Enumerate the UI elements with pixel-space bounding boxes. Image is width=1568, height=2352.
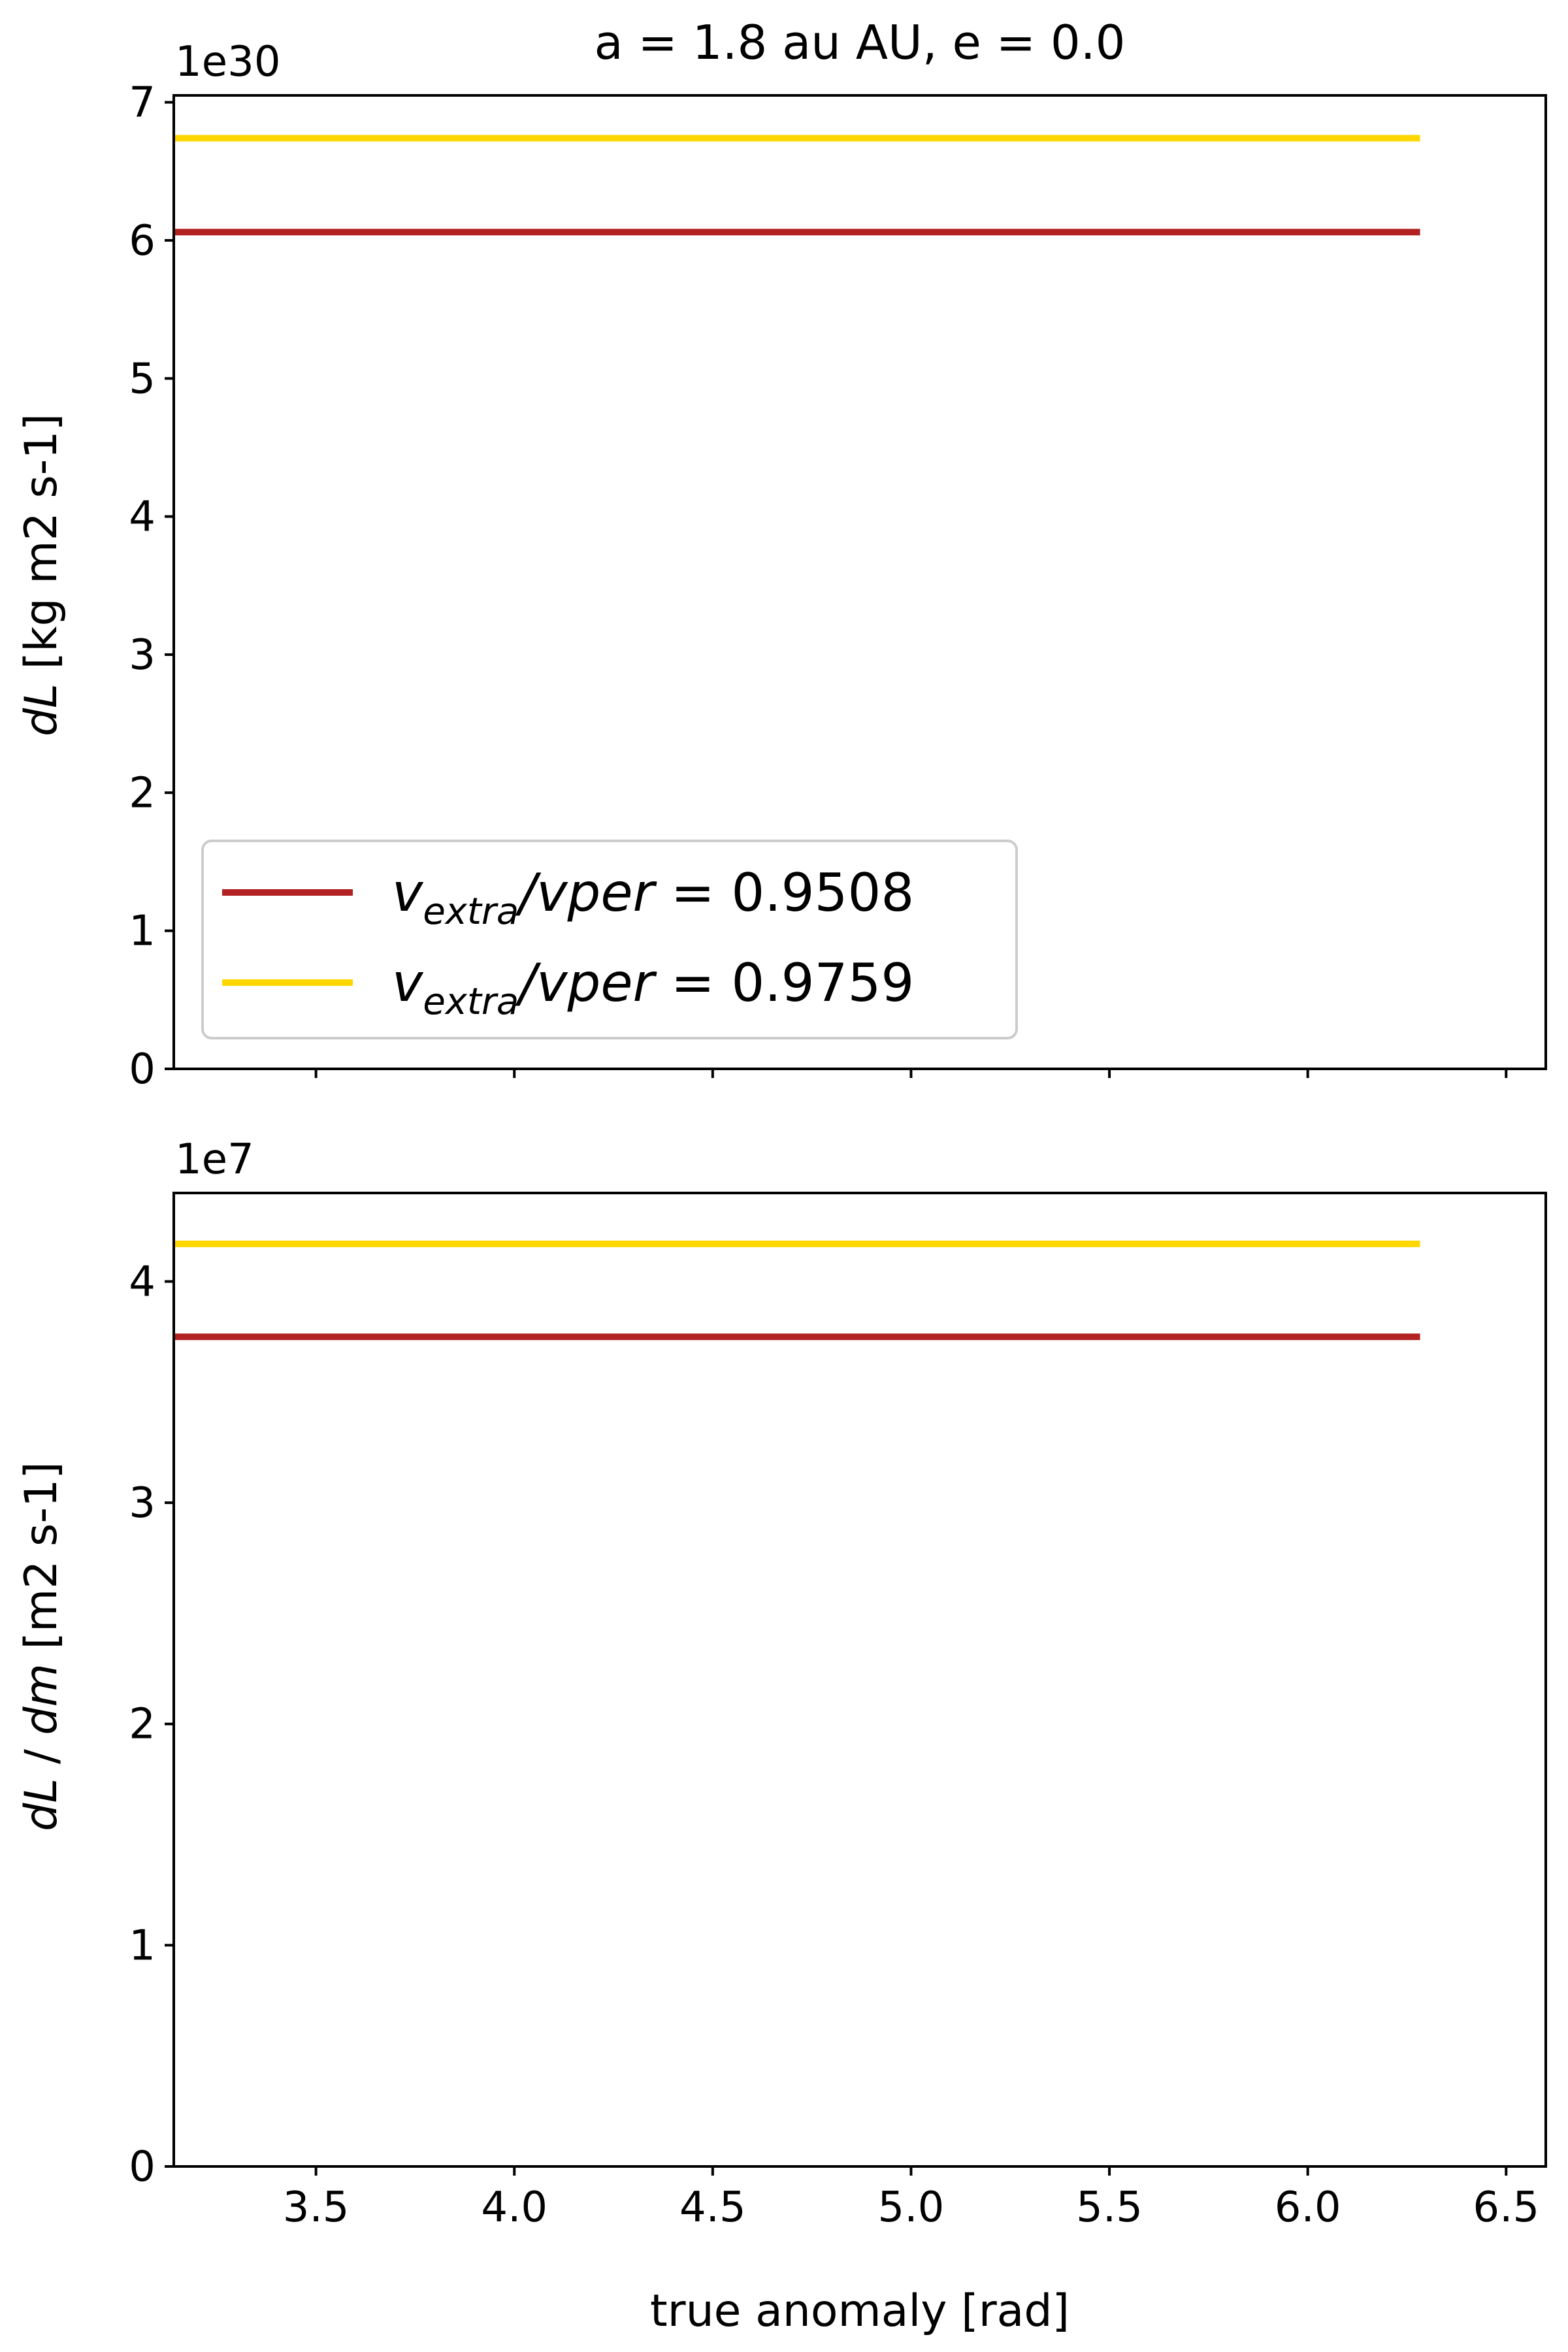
x-tick-label: 6.0 [1275, 2183, 1341, 2232]
top-y-axis-label-unit: [kg m2 s-1] [16, 414, 67, 683]
bottom-y-axis-label-var1: dL [16, 1778, 67, 1831]
x-tick-label: 5.0 [878, 2183, 945, 2232]
top-y-ticks: 0 1 2 3 4 5 6 7 [129, 79, 174, 1094]
y-tick-label: 0 [129, 2143, 155, 2191]
x-axis-label: true anomaly [rad] [650, 2285, 1070, 2337]
x-tick-label: 5.5 [1076, 2183, 1143, 2232]
x-tick-label: 4.0 [481, 2183, 547, 2232]
top-x-ticks [314, 1069, 1508, 1078]
top-y-offset-label: 1e30 [175, 38, 281, 86]
legend-label-series-1: vextra/vper = 0.9759 [392, 953, 914, 1023]
y-tick-label: 3 [129, 631, 155, 679]
y-tick-label: 6 [129, 217, 155, 265]
bottom-subplot: 1e7 dL / dm [m2 s-1] true anomaly [rad] … [16, 1135, 1547, 2337]
y-tick-label: 2 [129, 769, 155, 817]
x-tick-label: 3.5 [283, 2183, 350, 2232]
bottom-y-axis-label-var2: dm [16, 1663, 67, 1735]
bottom-y-axis-label-unit: [m2 s-1] [16, 1462, 67, 1663]
bottom-plot-lines [174, 1240, 1420, 1341]
top-subplot: a = 1.8 au AU, e = 0.0 1e30 dL [kg m2 s-… [16, 15, 1547, 1094]
y-tick-label: 4 [129, 1258, 155, 1306]
top-plot-lines [174, 135, 1420, 236]
y-tick-label: 2 [129, 1701, 155, 1749]
bottom-y-ticks: 0 1 2 3 4 [129, 1258, 174, 2191]
top-y-axis-label-var: dL [16, 683, 67, 736]
y-tick-label: 4 [129, 493, 155, 542]
y-tick-label: 1 [129, 1921, 155, 1970]
chart-title: a = 1.8 au AU, e = 0.0 [595, 15, 1126, 70]
y-tick-label: 3 [129, 1479, 155, 1527]
x-tick-label: 6.5 [1473, 2183, 1539, 2232]
bottom-y-offset-label: 1e7 [175, 1135, 254, 1184]
legend: vextra/vper = 0.9508 vextra/vper = 0.975… [201, 840, 1018, 1039]
legend-box [201, 840, 1018, 1039]
bottom-x-ticks: 3.5 4.0 4.5 5.0 5.5 6.0 6.5 [283, 2166, 1539, 2232]
bottom-y-axis-label-mid: / [16, 1735, 67, 1778]
bottom-axes-frame [172, 1192, 1547, 2168]
x-tick-label: 4.5 [679, 2183, 746, 2232]
y-tick-label: 7 [129, 79, 155, 127]
legend-label-series-0: vextra/vper = 0.9508 [392, 862, 914, 933]
y-tick-label: 5 [129, 355, 155, 403]
y-tick-label: 1 [129, 907, 155, 956]
y-tick-label: 0 [129, 1045, 155, 1094]
top-y-axis-label: dL [kg m2 s-1] [16, 414, 67, 736]
top-axes-frame [172, 94, 1547, 1070]
bottom-y-axis-label: dL / dm [m2 s-1] [16, 1462, 67, 1831]
